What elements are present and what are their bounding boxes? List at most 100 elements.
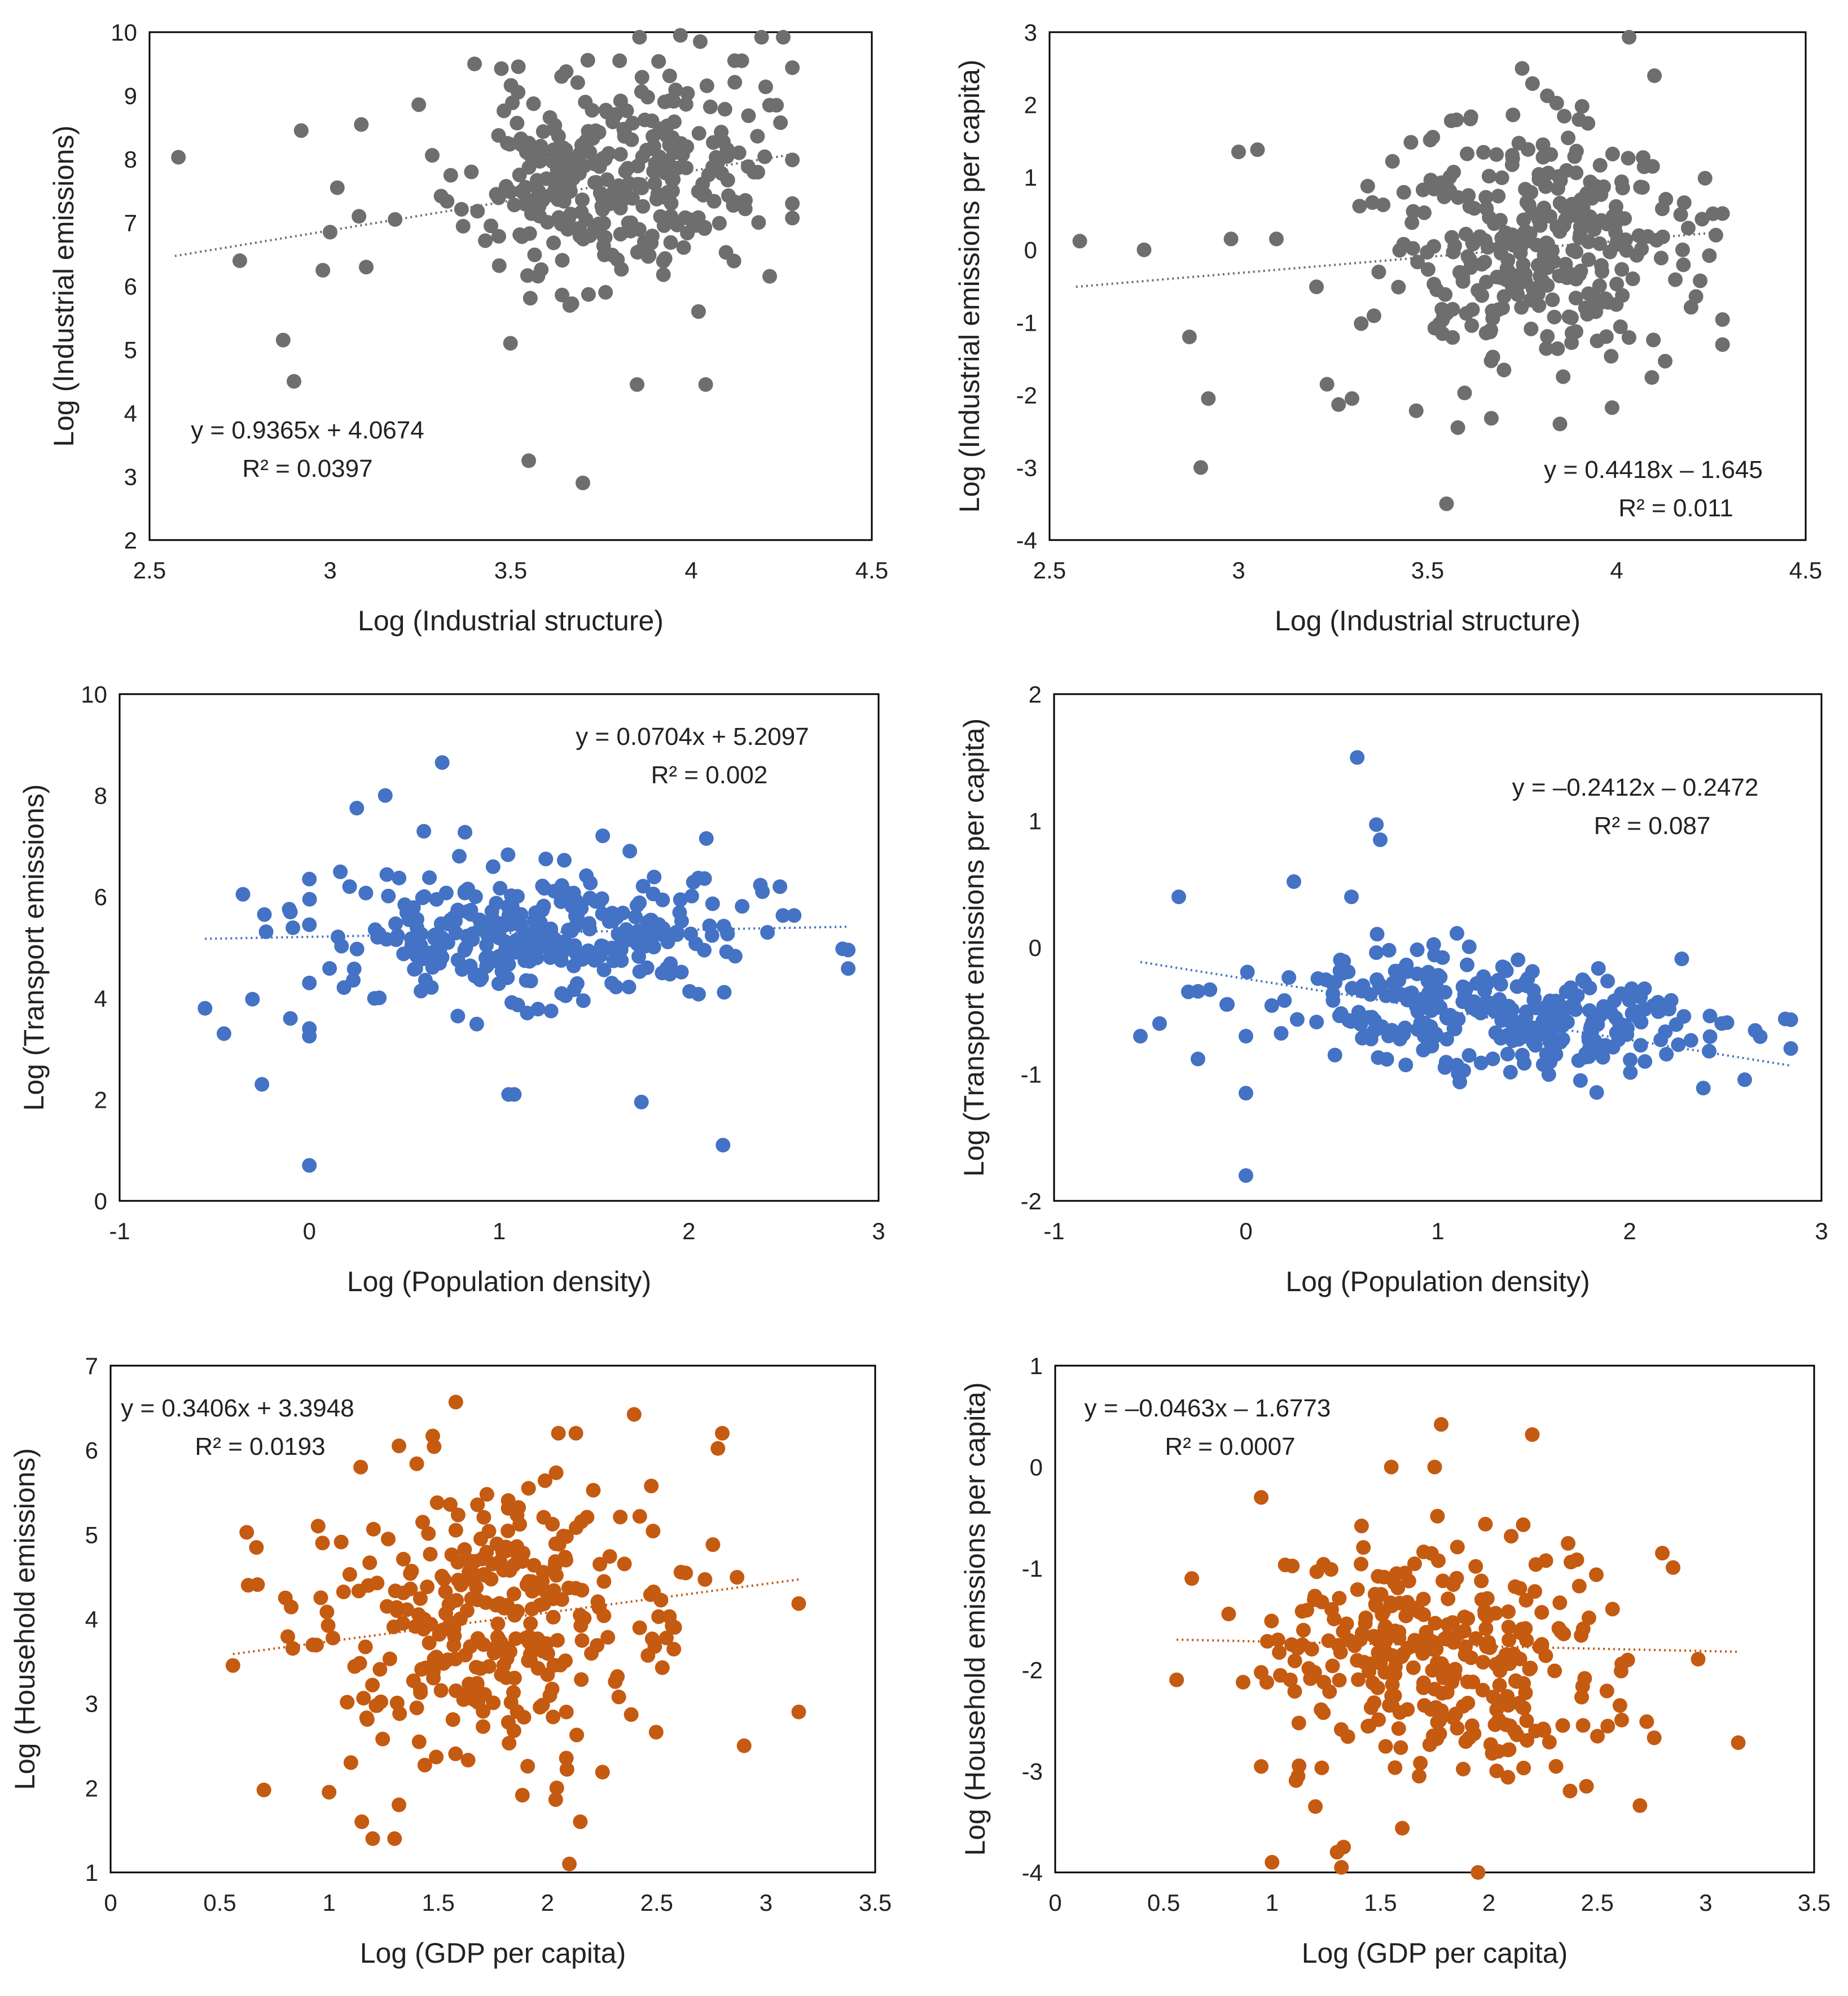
data-point [1361,1010,1376,1025]
data-point [1371,264,1386,279]
data-point [442,1497,458,1512]
data-point [457,1542,472,1557]
data-point [673,892,688,907]
regression-equation: y = 0.3406x + 3.3948 [121,1394,354,1422]
data-point [785,60,800,75]
data-point [1647,1730,1662,1745]
data-point [1673,207,1688,222]
data-point [573,1814,588,1830]
data-point [1471,1865,1486,1880]
data-point [736,1738,752,1753]
data-point [1496,289,1512,304]
data-point [1525,1427,1540,1442]
data-point [1504,1529,1519,1544]
data-point [1591,961,1606,976]
data-point [1489,147,1504,162]
data-point [535,902,550,918]
data-point [1658,353,1673,369]
data-point [1181,984,1196,999]
data-point [1483,997,1499,1012]
data-point [336,1584,351,1599]
data-point [1133,1029,1148,1044]
data-point [1445,330,1460,345]
data-point [772,879,788,894]
data-point [1450,1539,1465,1555]
data-point [467,1554,482,1569]
data-point [1513,245,1528,260]
y-axis-title: Log (Industrial emissions per capita) [954,59,985,512]
data-point [493,881,508,896]
data-point [1525,964,1540,979]
trendline [1076,231,1723,288]
data-point [617,1556,632,1572]
y-tick-label: -4 [1016,527,1037,554]
data-point [1596,179,1611,194]
data-point [1589,1085,1604,1100]
data-point [660,153,675,169]
data-point [1395,1820,1410,1836]
data-point [1319,376,1335,392]
data-point [1708,227,1723,243]
data-point [1654,201,1670,217]
data-point [1669,1017,1684,1032]
data-point [698,377,713,392]
data-point [1354,316,1369,331]
data-point [653,1593,669,1608]
data-point [1309,1015,1324,1030]
data-point [635,879,651,894]
x-tick-label: 3.5 [859,1889,892,1916]
data-point [1439,1684,1455,1700]
data-point [491,976,506,992]
data-point [1542,1735,1557,1750]
data-point [502,1735,517,1751]
panel-industrial-emissions-per-capita: 2.5 3 3.5 4 4.5 -4 -3 -2 -1 0 1 2 3 Log (Industrial s… [954,19,1822,637]
data-point [527,247,542,262]
data-point [1445,301,1460,317]
data-point [697,942,712,958]
data-point [1509,979,1525,994]
data-point [293,123,309,138]
data-point [791,1596,806,1611]
data-point [1285,1558,1300,1573]
data-point [470,204,485,219]
data-point [494,964,510,979]
data-point [738,193,753,208]
y-tick-label: 6 [85,1437,98,1464]
data-point [651,54,666,69]
data-point [1500,1005,1516,1020]
data-point [468,967,483,982]
data-point [508,933,524,948]
data-point [302,1021,317,1036]
data-point [562,1857,577,1872]
data-point [1714,1016,1730,1031]
data-point [684,888,699,903]
data-point [495,1544,510,1559]
data-point [366,1521,381,1537]
data-point [1272,1645,1287,1660]
data-point [1579,1779,1594,1794]
data-point [586,1482,601,1498]
data-point [380,1532,396,1547]
data-point [1489,1764,1504,1779]
data-point [1549,95,1564,111]
data-point [566,958,581,973]
data-point [469,1016,484,1032]
data-point [1701,1043,1717,1059]
data-point [1449,925,1464,941]
data-point [762,269,778,284]
data-point [502,1563,517,1578]
data-point [1308,1799,1323,1814]
data-point [572,221,587,236]
data-point [727,74,743,90]
data-point [465,932,480,947]
x-tick-label: 2 [682,1218,695,1244]
data-point [1560,1015,1575,1030]
data-point [655,1660,670,1675]
data-point [1396,1026,1411,1042]
data-point [600,1630,616,1645]
data-point [791,1704,806,1719]
data-point [1434,1417,1449,1432]
data-point [411,97,427,112]
data-point [1574,99,1590,114]
